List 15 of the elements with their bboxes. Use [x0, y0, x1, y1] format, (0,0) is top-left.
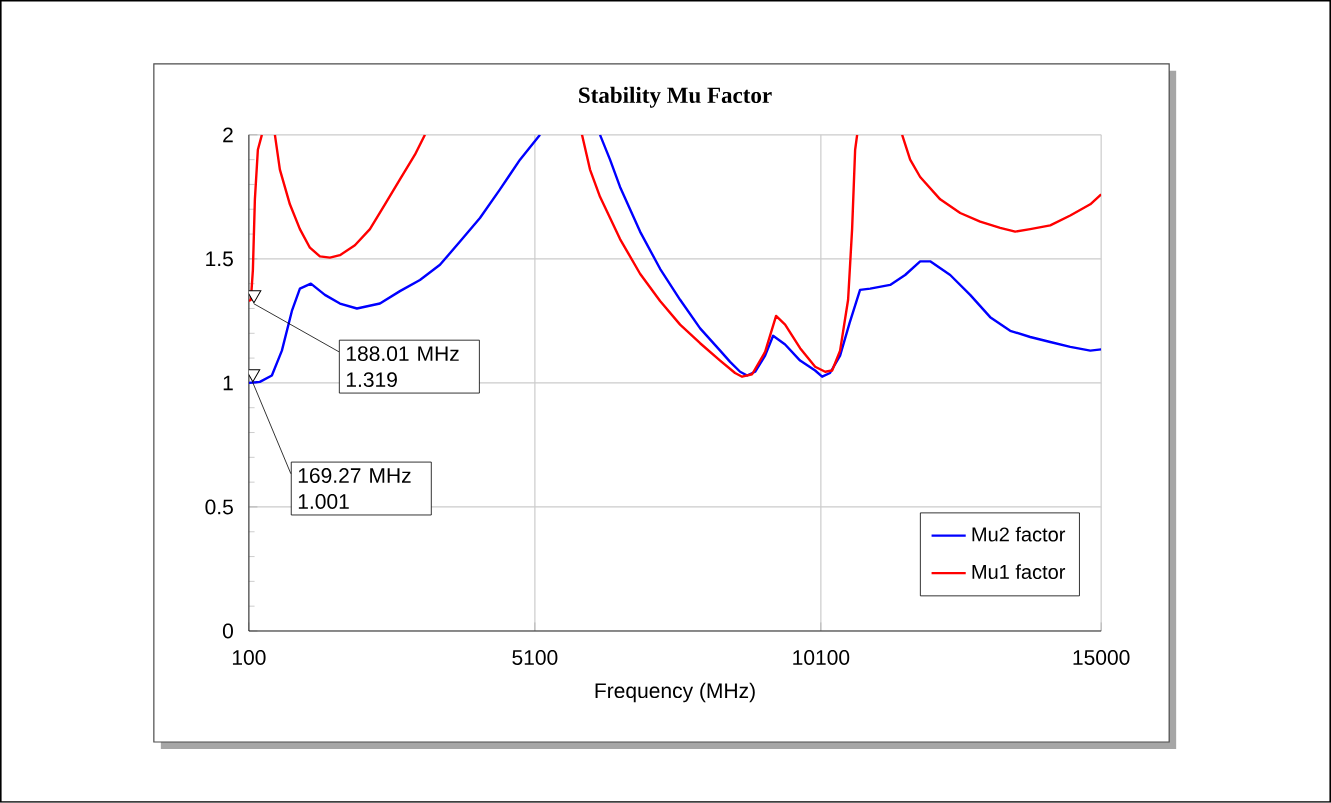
y-tick-label: 1: [223, 375, 233, 391]
x-tick-label: 10100: [793, 650, 850, 666]
chart-title: Stability Mu Factor: [579, 86, 772, 108]
x-tick-label: 15000: [1073, 650, 1130, 666]
y-tick-label: 0: [222, 623, 233, 639]
y-tick-label: 0.5: [205, 499, 233, 515]
legend-label: Mu1 factor: [972, 564, 1066, 580]
y-tick-label: 2: [223, 127, 233, 143]
y-tick-label: 1.5: [206, 251, 233, 267]
annotation: 188.01 MHz 1.319: [346, 346, 459, 388]
x-axis-title: Frequency (MHz): [595, 682, 755, 703]
x-tick-label: 5100: [512, 650, 558, 666]
annotation: 169.27 MHz 1.001: [298, 468, 411, 510]
legend-label: Mu2 factor: [972, 526, 1066, 542]
x-tick-label: 100: [232, 650, 266, 666]
